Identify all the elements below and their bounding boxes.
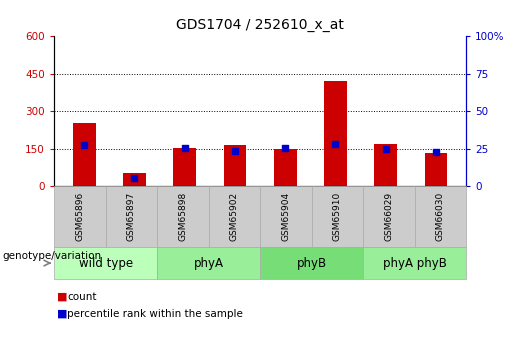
Point: [382, 146, 390, 151]
Text: count: count: [67, 292, 96, 302]
Point: [231, 148, 239, 153]
Text: ■: ■: [57, 309, 67, 319]
Bar: [73, 122, 95, 186]
Text: percentile rank within the sample: percentile rank within the sample: [67, 309, 243, 319]
Text: GSM65896: GSM65896: [75, 192, 84, 241]
Bar: [123, 172, 146, 186]
Text: GSM65904: GSM65904: [281, 192, 290, 241]
Text: GSM65902: GSM65902: [230, 192, 239, 241]
Text: GSM65898: GSM65898: [178, 192, 187, 241]
Text: GSM66029: GSM66029: [384, 192, 393, 241]
Bar: [374, 144, 397, 186]
Point: [432, 149, 440, 155]
Text: ■: ■: [57, 292, 67, 302]
Point: [181, 145, 189, 150]
Bar: [425, 152, 447, 186]
Text: phyA phyB: phyA phyB: [383, 257, 447, 269]
Text: GSM65910: GSM65910: [333, 192, 342, 241]
Text: phyA: phyA: [194, 257, 224, 269]
Title: GDS1704 / 252610_x_at: GDS1704 / 252610_x_at: [176, 18, 344, 32]
Text: phyB: phyB: [297, 257, 327, 269]
Bar: [324, 81, 347, 186]
Text: genotype/variation: genotype/variation: [3, 252, 101, 262]
Text: GSM66030: GSM66030: [436, 192, 445, 241]
Point: [331, 141, 339, 147]
Point: [80, 142, 89, 148]
Bar: [224, 145, 246, 186]
Bar: [174, 148, 196, 186]
Point: [130, 175, 139, 180]
Point: [281, 145, 289, 151]
Text: wild type: wild type: [78, 257, 133, 269]
Bar: [274, 149, 297, 186]
Text: GSM65897: GSM65897: [127, 192, 136, 241]
